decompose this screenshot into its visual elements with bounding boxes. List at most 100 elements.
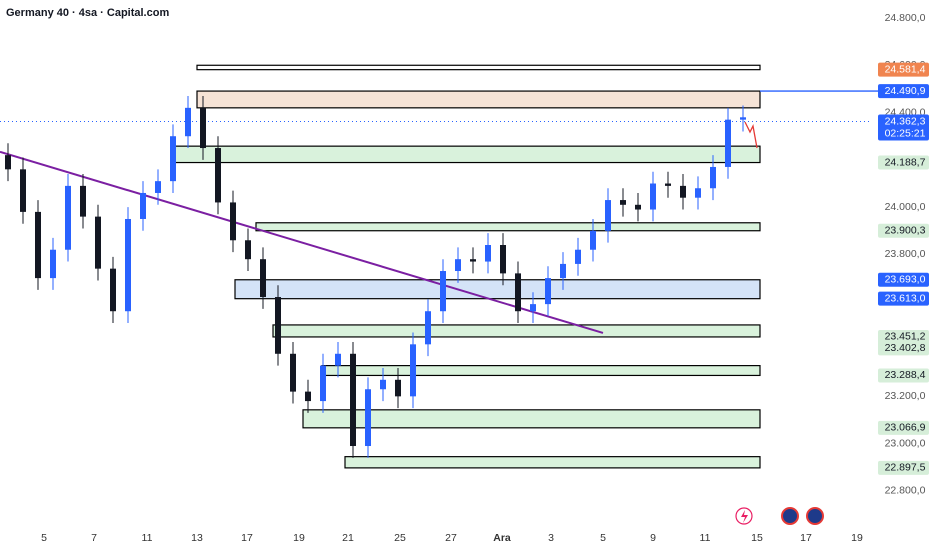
x-tick-label: 15 xyxy=(751,532,763,544)
event-icon[interactable] xyxy=(806,507,824,525)
candle-body xyxy=(560,263,566,279)
zone xyxy=(344,456,761,469)
candle-body xyxy=(725,119,731,167)
x-tick-label: 11 xyxy=(700,532,711,544)
candle-body xyxy=(620,200,626,205)
y-tick-label: 23.000,0 xyxy=(885,437,926,449)
candle-body xyxy=(305,391,311,402)
candle-body xyxy=(470,259,476,262)
zone xyxy=(272,324,761,338)
price-badge-label: 23.693,0 xyxy=(885,274,926,286)
candle-body xyxy=(65,185,71,250)
candle-body xyxy=(665,183,671,186)
x-tick-label: 7 xyxy=(91,532,97,544)
candle-body xyxy=(635,204,641,210)
countdown: 02:25:21 xyxy=(885,127,926,139)
price-badge xyxy=(878,291,929,306)
candle-body xyxy=(245,240,251,260)
price-badge-label: 23.402,8 xyxy=(885,342,926,354)
candle-body xyxy=(605,200,611,231)
candle-body xyxy=(50,249,56,279)
candle-body xyxy=(350,353,356,447)
y-tick-label: 24.800,0 xyxy=(885,12,926,24)
candle-body xyxy=(185,107,191,137)
trendline xyxy=(0,150,604,334)
candle-body xyxy=(440,271,446,312)
zone xyxy=(234,279,761,300)
x-tick-label: 19 xyxy=(293,532,305,544)
y-tick-label: 22.800,0 xyxy=(885,485,926,497)
candle-body xyxy=(200,107,206,149)
price-badge xyxy=(878,368,929,383)
candle-body xyxy=(710,166,716,189)
x-tick-label: 5 xyxy=(41,532,47,544)
price-badge-label: 23.288,4 xyxy=(885,369,926,381)
candle-body xyxy=(545,278,551,305)
candle-body xyxy=(80,185,86,217)
candle-body xyxy=(380,379,386,390)
candle-body xyxy=(650,183,656,210)
x-tick-label: Ara xyxy=(493,532,511,544)
x-tick-label: 3 xyxy=(548,532,554,544)
candle-body xyxy=(170,136,176,182)
price-badge-label: 22.897,5 xyxy=(885,462,926,474)
event-icon[interactable] xyxy=(781,507,799,525)
candle-body xyxy=(695,188,701,198)
price-badge xyxy=(878,155,929,170)
x-tick-label: 13 xyxy=(191,532,203,544)
x-tick-label: 17 xyxy=(800,532,812,544)
candle-body xyxy=(215,148,221,203)
candle-body xyxy=(125,218,131,312)
x-tick-label: 21 xyxy=(342,532,354,544)
candle-body xyxy=(95,216,101,269)
x-tick-label: 11 xyxy=(142,532,153,544)
y-tick-label: 23.200,0 xyxy=(885,390,926,402)
candle-body xyxy=(410,344,416,397)
candle-body xyxy=(500,245,506,274)
price-badge xyxy=(878,114,929,141)
y-tick-label: 23.800,0 xyxy=(885,248,926,260)
x-tick-label: 19 xyxy=(851,532,863,544)
candle-body xyxy=(320,365,326,402)
price-badge xyxy=(878,341,929,356)
candle-body xyxy=(575,249,581,264)
candle-body xyxy=(155,181,161,193)
candle-body xyxy=(485,245,491,262)
zone xyxy=(255,222,761,232)
candle-body xyxy=(110,268,116,312)
candle-body xyxy=(20,169,26,212)
candle-body xyxy=(740,117,746,120)
price-badge-label: 23.451,2 xyxy=(885,331,926,343)
price-badge-label: 24.362,3 xyxy=(885,115,926,127)
y-tick-label: 24.000,0 xyxy=(885,201,926,213)
projection xyxy=(744,121,758,149)
price-badge xyxy=(878,272,929,287)
candle-body xyxy=(515,273,521,312)
price-badge xyxy=(878,460,929,475)
chart-title: Germany 40 · 4sa · Capital.com xyxy=(6,7,169,19)
price-badge xyxy=(878,329,929,344)
candle-body xyxy=(455,259,461,272)
price-badge-label: 23.613,0 xyxy=(885,292,926,304)
price-badge xyxy=(878,223,929,238)
candle-body xyxy=(365,389,371,447)
zone xyxy=(302,409,761,429)
candle-body xyxy=(35,211,41,279)
x-tick-label: 5 xyxy=(600,532,606,544)
candle-body xyxy=(230,202,236,241)
candle-body xyxy=(425,311,431,345)
zone xyxy=(321,365,761,377)
candle-body xyxy=(140,192,146,219)
price-badge xyxy=(878,62,929,77)
candle-body xyxy=(290,353,296,392)
lightning xyxy=(741,510,748,523)
x-tick-label: 17 xyxy=(241,532,253,544)
price-badge-label: 24.581,4 xyxy=(885,63,926,75)
price-badge xyxy=(878,420,929,435)
price-badge-label: 24.188,7 xyxy=(885,156,926,168)
bottom-icons xyxy=(735,507,824,525)
zone xyxy=(196,64,761,71)
zone xyxy=(174,145,761,164)
x-tick-label: 9 xyxy=(650,532,656,544)
